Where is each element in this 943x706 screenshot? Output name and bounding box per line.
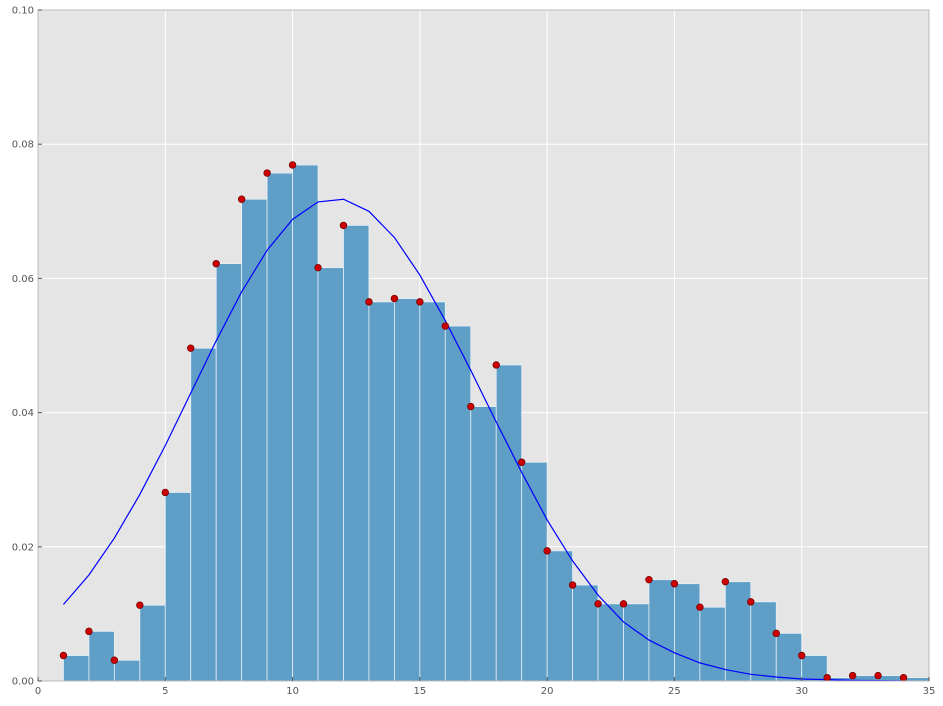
histogram-bar <box>164 492 192 682</box>
y-tick-label: 0.06 <box>12 274 34 285</box>
data-point <box>161 488 169 497</box>
data-point <box>237 195 246 203</box>
y-tick-label: 0.00 <box>12 677 34 688</box>
histogram-bar <box>597 603 624 682</box>
histogram-bar <box>623 603 650 682</box>
histogram-bar <box>292 164 319 682</box>
data-point <box>441 322 450 330</box>
histogram-bar <box>648 579 675 682</box>
data-point <box>823 673 831 682</box>
data-point <box>619 600 628 608</box>
histogram-bar <box>190 347 217 682</box>
histogram-bar <box>775 632 803 682</box>
histogram-bar <box>521 461 548 682</box>
histogram-bar <box>699 606 726 682</box>
x-tick-label: 20 <box>541 686 554 697</box>
data-point <box>517 458 526 466</box>
histogram-bar <box>317 267 344 682</box>
data-point <box>874 671 882 680</box>
data-points <box>59 161 908 682</box>
data-point <box>670 580 679 588</box>
plot-frame <box>37 9 930 682</box>
data-point <box>798 651 806 660</box>
y-tick-label: 0.08 <box>12 140 34 151</box>
data-point <box>365 298 373 306</box>
histogram-bar <box>139 604 166 682</box>
data-point <box>492 361 500 369</box>
data-point <box>594 600 602 608</box>
data-point <box>467 402 475 411</box>
y-tick-label: 0.10 <box>12 6 34 17</box>
data-point <box>110 656 119 664</box>
x-tick-label: 10 <box>286 686 299 697</box>
histogram-bar <box>63 655 90 682</box>
histogram-bar <box>903 677 930 682</box>
data-point <box>390 294 399 303</box>
histogram-bar <box>546 550 574 682</box>
data-point <box>721 577 730 586</box>
data-point <box>314 263 322 272</box>
data-point <box>747 598 755 606</box>
y-axis-ticks: 0.00 0.02 0.04 0.06 0.08 0.10 <box>12 6 42 688</box>
data-point <box>696 603 704 611</box>
x-tick-label: 0 <box>35 686 41 697</box>
histogram-bar <box>724 581 752 682</box>
data-point <box>288 161 297 169</box>
histogram-bar <box>113 659 141 682</box>
histogram-bar <box>266 172 293 682</box>
histogram-bar <box>674 583 701 682</box>
y-tick-label: 0.04 <box>12 408 34 419</box>
data-point <box>848 671 857 680</box>
histogram-bar <box>393 298 421 682</box>
histogram-bar <box>343 224 370 682</box>
data-point <box>645 575 653 584</box>
data-point <box>263 169 271 177</box>
histogram-bar <box>368 301 395 682</box>
data-point <box>772 629 780 638</box>
data-point <box>85 627 93 636</box>
x-tick-label: 30 <box>795 686 808 697</box>
histogram-bar <box>444 325 472 682</box>
histogram-bar <box>419 301 446 682</box>
x-tick-label: 5 <box>162 686 168 697</box>
histogram-bar <box>750 601 777 682</box>
x-tick-label: 15 <box>413 686 426 697</box>
fitted-curve-line <box>63 198 904 682</box>
histogram-bars <box>63 164 930 682</box>
histogram-bar <box>88 630 115 682</box>
histogram-bar <box>215 263 243 682</box>
data-point <box>899 673 908 682</box>
histogram-bar <box>470 406 497 682</box>
data-point <box>416 298 424 306</box>
data-point <box>212 259 220 268</box>
data-point <box>59 651 68 660</box>
y-tick-label: 0.02 <box>12 542 34 553</box>
data-point <box>339 221 348 230</box>
histogram-bar <box>572 584 599 682</box>
x-tick-label: 35 <box>923 686 936 697</box>
data-point <box>187 344 195 352</box>
data-point <box>136 601 144 609</box>
data-point <box>568 581 577 589</box>
data-point <box>543 547 551 555</box>
x-tick-label: 25 <box>668 686 681 697</box>
histogram-bar <box>495 364 523 682</box>
x-axis-ticks: 0 5 10 15 20 25 30 35 <box>35 677 936 697</box>
histogram-bar <box>801 655 828 682</box>
